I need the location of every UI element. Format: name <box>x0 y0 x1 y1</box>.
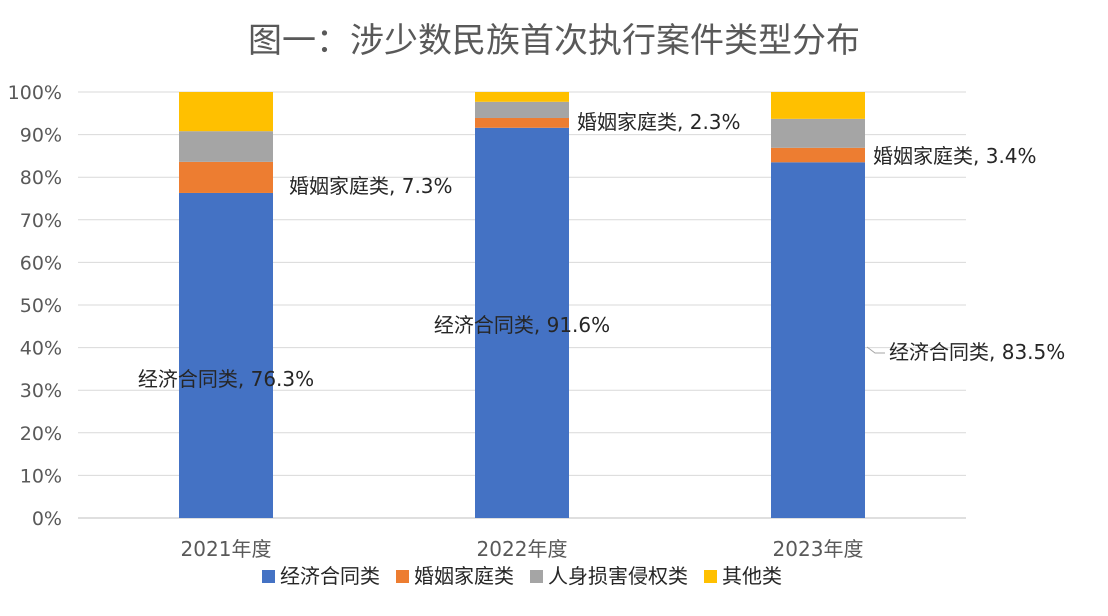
bar-segment <box>475 127 569 518</box>
label-leaders <box>866 346 885 354</box>
y-tick-label: 50% <box>20 295 62 317</box>
data-label: 经济合同类, 91.6% <box>434 313 610 337</box>
bar-segment <box>179 192 273 518</box>
bar-segment <box>771 92 865 119</box>
y-tick-label: 60% <box>20 252 62 274</box>
legend-label: 人身损害侵权类 <box>548 564 688 588</box>
legend-swatch <box>262 570 275 583</box>
bar-segment <box>179 161 273 193</box>
label-leader-line <box>866 346 885 354</box>
y-tick-label: 40% <box>20 338 62 360</box>
y-tick-label: 100% <box>8 82 62 104</box>
legend-swatch <box>530 570 543 583</box>
chart-title: 图一：涉少数民族首次执行案件类型分布 <box>248 21 860 61</box>
bar-segment <box>475 101 569 118</box>
data-label: 经济合同类, 83.5% <box>889 340 1065 364</box>
x-axis-categories: 2021年度 2022年度 2023年度 <box>181 537 864 561</box>
data-label: 经济合同类, 76.3% <box>138 367 314 391</box>
legend-swatch <box>396 570 409 583</box>
y-tick-label: 10% <box>20 465 62 487</box>
y-tick-label: 70% <box>20 210 62 232</box>
y-tick-label: 90% <box>20 125 62 147</box>
x-category-label: 2022年度 <box>477 537 568 561</box>
legend-swatch <box>704 570 717 583</box>
x-category-label: 2021年度 <box>181 537 272 561</box>
bar-segment <box>771 162 865 519</box>
y-tick-label: 30% <box>20 380 62 402</box>
legend-label: 其他类 <box>722 564 782 588</box>
legend: 经济合同类 婚姻家庭类 人身损害侵权类 其他类 <box>262 564 782 588</box>
data-label: 婚姻家庭类, 7.3% <box>289 174 453 198</box>
data-labels: 经济合同类, 76.3% 婚姻家庭类, 7.3% 经济合同类, 91.6% 婚姻家庭类… <box>138 110 1065 391</box>
y-tick-label: 80% <box>20 167 62 189</box>
bar-segment <box>179 92 273 132</box>
bar-segment <box>179 131 273 162</box>
bar-segment <box>771 118 865 148</box>
bar-segment <box>475 92 569 102</box>
x-category-label: 2023年度 <box>773 537 864 561</box>
bar-segment <box>475 117 569 128</box>
bar-segment <box>771 147 865 163</box>
data-label: 婚姻家庭类, 2.3% <box>577 110 741 134</box>
legend-label: 经济合同类 <box>280 564 380 588</box>
y-axis-ticks: 0% 10% 20% 30% 40% 50% 60% 70% 80% 90% 100% <box>8 82 62 530</box>
data-label: 婚姻家庭类, 3.4% <box>873 144 1037 168</box>
y-tick-label: 20% <box>20 423 62 445</box>
bars <box>179 92 865 519</box>
legend-label: 婚姻家庭类 <box>414 564 514 588</box>
y-tick-label: 0% <box>32 508 62 530</box>
